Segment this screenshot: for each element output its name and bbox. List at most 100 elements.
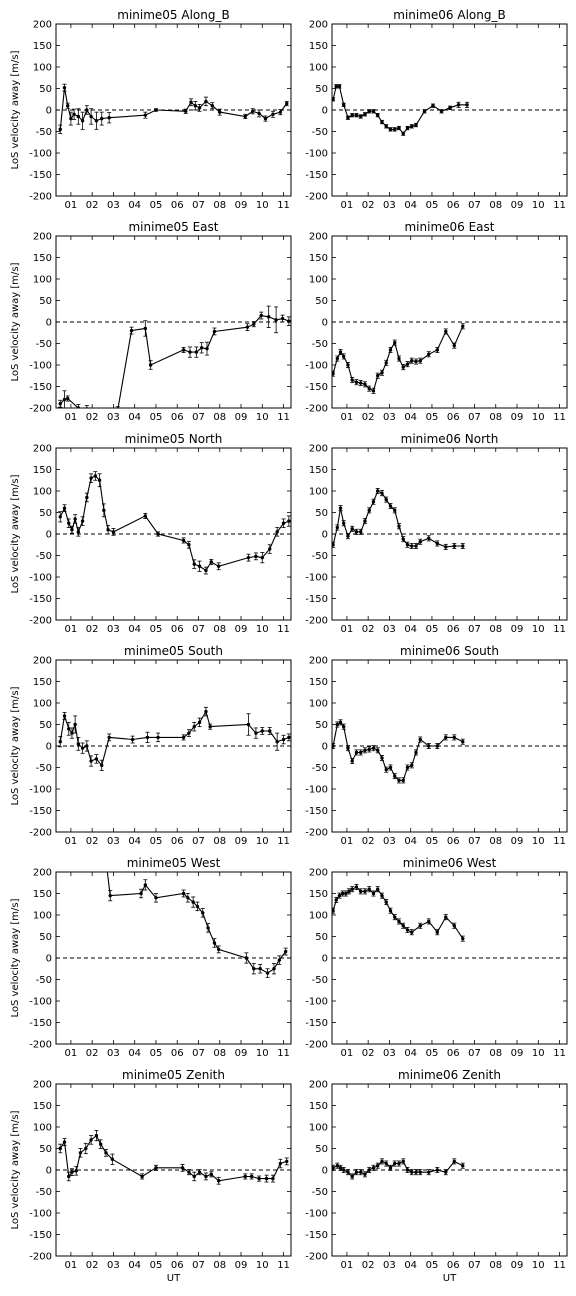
y-tick-label: 0 [322,106,328,117]
data-point [334,898,338,902]
plot-frame [331,23,568,197]
x-tick-label: 11 [553,836,566,847]
series-group [332,488,465,550]
data-point [427,919,431,924]
y-tick-label: -50 [36,763,52,774]
data-point [106,528,110,532]
y-tick-label: 150 [33,465,52,476]
x-tick-label: 03 [107,1048,120,1059]
data-point [397,126,401,130]
data-point [418,540,422,544]
data-point [465,103,469,107]
data-point [246,722,251,727]
data-point [181,735,186,740]
data-point [401,1159,405,1164]
data-point [410,359,414,363]
y-tick-label: 150 [33,889,52,900]
y-tick-label: 150 [33,1101,52,1112]
chart-panel-10: minime06 West 200 150 100 50 0 -50 -100 -150 -200… [305,856,568,1059]
x-tick-label: 02 [362,836,375,847]
y-tick-label: -50 [36,1187,52,1198]
data-point [388,127,393,132]
data-point [452,924,456,928]
y-tick-label: 0 [322,318,328,329]
x-tick-label: 06 [447,200,460,211]
data-point [62,1140,67,1144]
plot-frame [331,659,568,833]
chart-title: minime05 West [127,856,221,870]
y-tick-label: 200 [33,1080,52,1091]
y-tick-label: 150 [309,677,328,688]
data-point [371,109,376,113]
data-point [65,396,70,401]
data-point [393,1161,397,1166]
x-tick-label: 07 [192,624,205,635]
series-line [59,87,288,130]
series-group [332,323,465,394]
x-tick-label: 07 [192,1048,205,1059]
data-point [384,361,388,365]
x-tick-label: 07 [192,412,205,423]
x-tick-label: 01 [65,836,78,847]
y-tick-label: 150 [309,889,328,900]
x-tick-label: 07 [192,1260,205,1271]
data-point [350,527,354,531]
data-point [337,893,342,898]
x-tick-label: 09 [235,200,248,211]
data-point [110,1157,115,1161]
y-tick-label: -150 [29,170,52,181]
x-tick-label: 03 [107,1260,120,1271]
y-tick-label: -150 [305,594,328,605]
y-tick-label: 50 [39,508,52,519]
data-point [439,109,444,113]
y-tick-label: -50 [36,975,52,986]
data-point [73,517,77,521]
data-point [271,1176,275,1181]
y-tick-label: -50 [312,1187,328,1198]
plot-frame [331,235,568,409]
y-tick-label: -200 [29,828,52,839]
data-point [414,359,418,364]
data-point [107,116,111,120]
data-point [401,131,405,136]
x-tick-label: 10 [256,1260,269,1271]
data-point [338,1166,343,1170]
y-tick-label: 200 [33,232,52,243]
data-point [431,104,435,108]
chart-title: minime06 South [400,644,499,658]
x-tick-label: 08 [213,1260,226,1271]
y-tick-label: 50 [315,84,328,95]
data-point [67,1174,71,1179]
x-tick-label: 09 [511,200,524,211]
y-tick-label: 100 [33,487,52,498]
x-tick-label: 06 [171,412,184,423]
data-point [67,727,71,731]
y-tick-label: 150 [33,677,52,688]
y-tick-label: 150 [309,253,328,264]
y-axis-label: LoS velocity away [m/s] [10,1110,21,1229]
x-tick-label: 11 [553,1260,566,1271]
x-tick-label: 02 [86,412,99,423]
data-point [405,928,410,932]
plot-frame [55,447,292,621]
x-tick-label: 07 [468,624,481,635]
x-tick-label: 02 [362,624,375,635]
x-tick-label: 07 [468,200,481,211]
data-point [192,1174,196,1179]
data-point [100,116,104,121]
y-tick-label: -200 [29,1252,52,1263]
plot-frame [55,871,292,1045]
x-tick-label: 07 [192,200,205,211]
x-tick-label: 10 [256,200,269,211]
y-tick-label: 0 [322,1166,328,1177]
y-tick-label: -50 [36,551,52,562]
data-point [380,1159,384,1164]
data-point [102,508,106,513]
data-point [85,744,89,748]
y-tick-label: -100 [305,997,328,1008]
data-point [410,1170,414,1174]
x-tick-label: 06 [447,412,460,423]
data-point [216,1179,221,1183]
data-point [427,744,431,748]
x-tick-label: 08 [489,200,502,211]
